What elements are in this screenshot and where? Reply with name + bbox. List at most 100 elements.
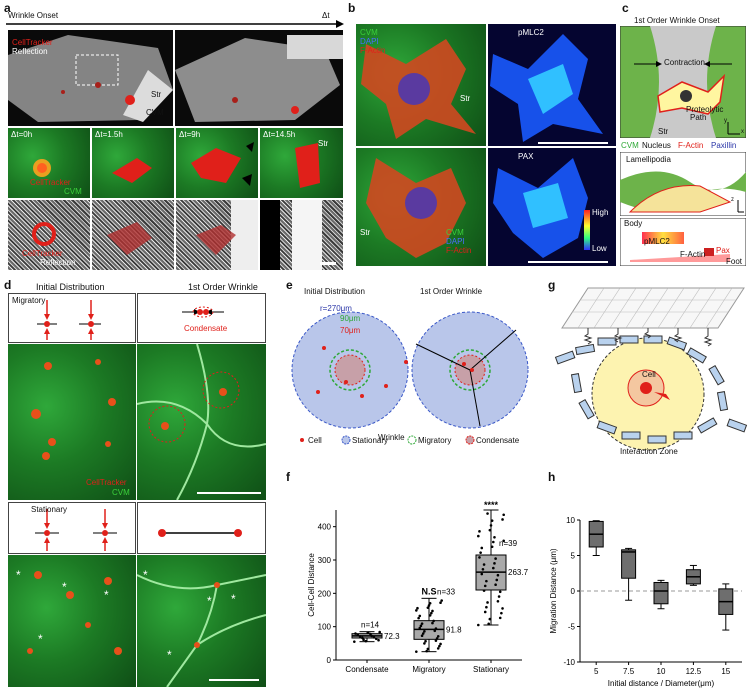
c-contraction: Contraction (664, 58, 705, 67)
panel-c-lamellipodia-diagram (620, 152, 746, 216)
panel-a-mid-1-5h: Δt=1.5h (92, 128, 174, 198)
data-point (500, 611, 503, 615)
c-pax: Pax (716, 246, 730, 255)
data-point (435, 637, 439, 640)
svg-text:*: * (38, 632, 43, 646)
n-label: n=33 (437, 587, 456, 596)
e-wrinkle: Wrinkle (378, 433, 405, 442)
data-point (501, 518, 504, 521)
c-legend-cvm: CVM (621, 141, 639, 150)
d-migratory-schematic-left: Migratory (8, 293, 136, 343)
e-legend-stationary: Stationary (352, 436, 389, 445)
data-point (486, 601, 489, 604)
data-point (497, 595, 501, 598)
data-point (418, 614, 422, 618)
data-point (498, 590, 502, 594)
e-title2: 1st Order Wrinkle (420, 287, 483, 296)
e-r-outer: r=270μm (320, 304, 352, 313)
y-tick-label: -10 (563, 658, 575, 667)
timeline-right-label: Δt (322, 11, 330, 20)
x-tick-label: 15 (721, 667, 730, 676)
panel-a-mid-14-5h: Δt=14.5h Str (260, 128, 343, 198)
legend-reflection-a1: Reflection (12, 47, 48, 56)
c-legend-nucleus: Nucleus (642, 141, 671, 150)
panel-b-top-left-image: CVM DAPI F-Actin Str (356, 24, 486, 146)
data-point (423, 630, 426, 633)
d-stationary-label: Stationary (31, 505, 68, 514)
label-dapi-b1: DAPI (360, 37, 379, 46)
label-str-b1: Str (460, 94, 471, 103)
c-factin: F-Actin (680, 250, 706, 259)
data-point (361, 636, 364, 640)
panel-b-label: b (348, 1, 356, 15)
svg-text:*: * (231, 592, 236, 606)
data-point (438, 644, 441, 648)
data-point (372, 636, 376, 639)
label-factin-b1: F-Actin (360, 46, 386, 55)
data-point (480, 546, 484, 550)
g-zone: Interaction Zone (620, 447, 678, 456)
data-point (434, 639, 438, 642)
label-cvm-b1: CVM (360, 28, 378, 37)
x-tick-label: Stationary (473, 665, 509, 674)
data-point (370, 634, 373, 638)
d-legend-celltracker: CellTracker (86, 478, 127, 487)
c-path: Path (690, 113, 707, 122)
d-legend-cvm: CVM (112, 488, 130, 497)
c-pmlc2: pMLC2 (644, 237, 670, 246)
data-point (496, 573, 500, 577)
data-point (433, 629, 437, 633)
data-point (488, 617, 492, 621)
data-point (420, 622, 424, 625)
legend-reflection-a3: Reflection (40, 258, 76, 267)
panel-b-top-right-image: pMLC2 (488, 24, 616, 146)
e-title1: Initial Distribution (304, 287, 365, 296)
data-point (353, 640, 356, 643)
data-point (364, 639, 368, 643)
y-tick-label: -5 (568, 623, 576, 632)
d-migratory-label: Migratory (12, 296, 46, 305)
timeline-arrow (6, 20, 344, 28)
data-point (426, 647, 430, 651)
legend-cvm-a2: CVM (64, 187, 82, 196)
legend-celltracker-a1: CellTracker (12, 38, 53, 47)
panel-h-label: h (548, 470, 556, 484)
x-axis-label: Initial distance / Diameter(μm) (608, 679, 715, 688)
x-tick-label: 12.5 (686, 667, 702, 676)
data-point (439, 601, 442, 605)
data-point (434, 627, 438, 630)
panel-g-diagram (554, 287, 748, 451)
data-point (477, 623, 480, 627)
d-migratory-image-left: CellTracker CVM (8, 344, 136, 500)
significance-label: N.S (421, 586, 436, 596)
svg-text:*: * (167, 648, 172, 662)
label-str-b2: Str (360, 228, 371, 237)
panel-c-label: c (622, 1, 629, 15)
str-label-a2: Str (318, 139, 329, 148)
data-point (428, 601, 432, 605)
d-col2: 1st Order Wrinkle (188, 282, 258, 292)
panel-e-label: e (286, 278, 293, 292)
y-tick-label: 400 (318, 523, 332, 532)
d-stationary-image-right: * * * * (137, 555, 266, 687)
d-condensate-label: Condensate (184, 324, 228, 333)
c-lamellipodia: Lamellipodia (626, 155, 671, 164)
panel-a-label: a (4, 1, 11, 15)
data-point (502, 539, 505, 543)
e-r-mid: 90μm (340, 314, 361, 323)
data-point (415, 650, 418, 653)
y-tick-label: 300 (318, 556, 332, 565)
y-axis-label: Cell-Cell Distance (307, 553, 316, 617)
c-title: 1st Order Wrinkle Onset (634, 16, 720, 25)
data-point (423, 642, 426, 645)
data-point (490, 545, 494, 549)
n-label: n=14 (361, 621, 380, 630)
c-axis-x1: x (741, 129, 744, 135)
data-point (419, 624, 423, 628)
svg-text:*: * (143, 568, 148, 582)
c-body: Body (624, 219, 643, 228)
data-point (418, 626, 422, 630)
data-point (369, 632, 372, 636)
median-value-label: 263.7 (508, 568, 528, 577)
data-point (489, 524, 493, 527)
